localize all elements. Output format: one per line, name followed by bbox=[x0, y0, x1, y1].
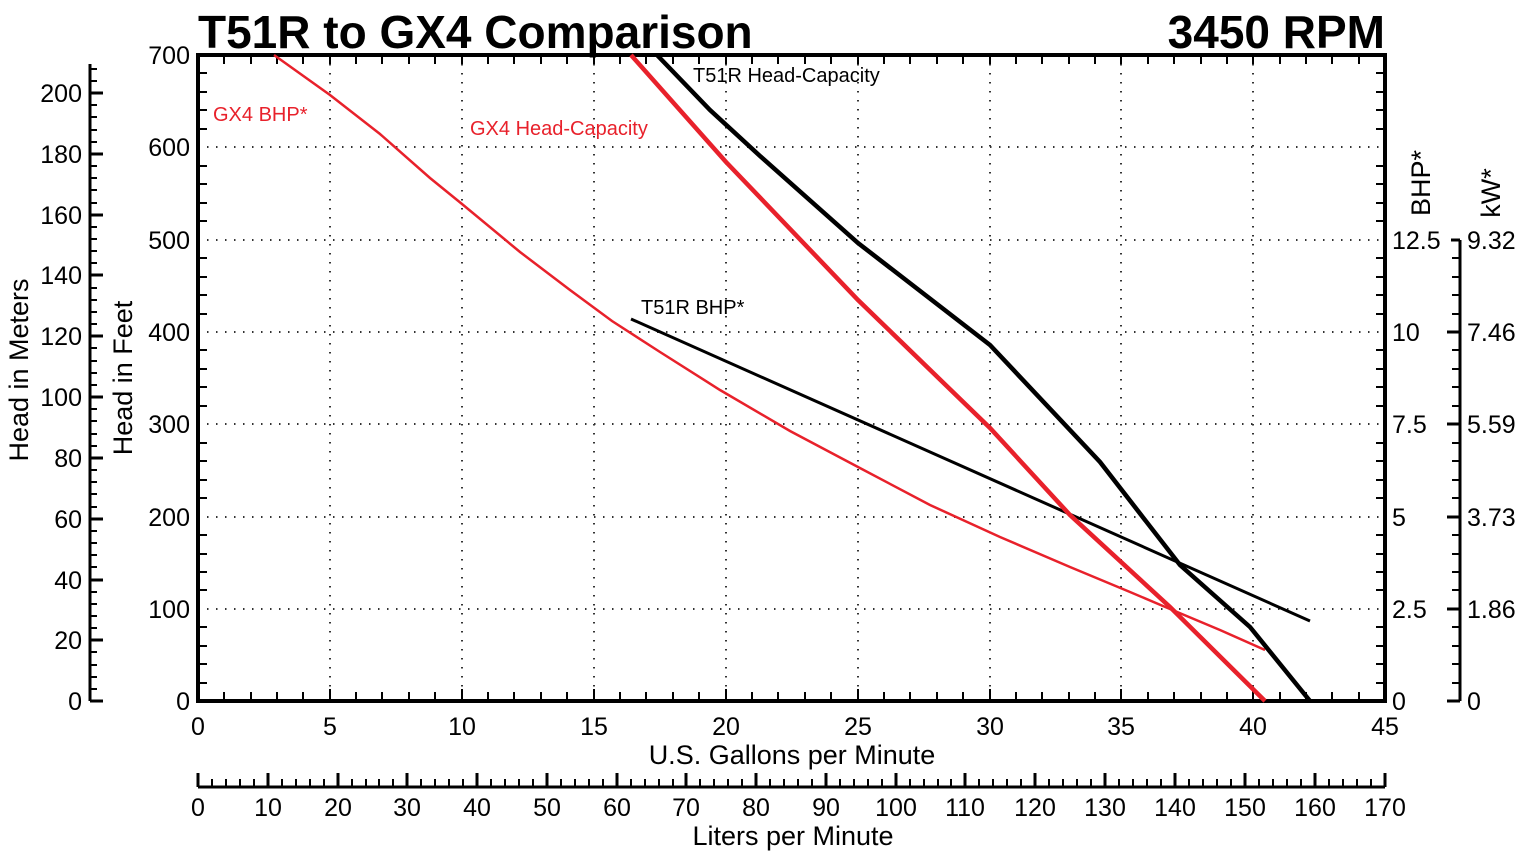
svg-text:80: 80 bbox=[742, 794, 770, 822]
svg-text:9.32: 9.32 bbox=[1467, 227, 1516, 255]
svg-text:5: 5 bbox=[1392, 504, 1406, 532]
svg-text:0: 0 bbox=[176, 688, 190, 716]
svg-text:100: 100 bbox=[148, 596, 190, 624]
svg-text:70: 70 bbox=[672, 794, 700, 822]
svg-text:80: 80 bbox=[54, 445, 82, 473]
svg-text:160: 160 bbox=[40, 202, 82, 230]
lpm-axis bbox=[196, 773, 1387, 789]
svg-text:0: 0 bbox=[191, 713, 205, 741]
gx4-head-label: GX4 Head-Capacity bbox=[470, 118, 648, 140]
svg-text:150: 150 bbox=[1224, 794, 1266, 822]
svg-text:700: 700 bbox=[148, 42, 190, 70]
chart-title: T51R to GX4 Comparison bbox=[198, 6, 753, 58]
frame-ticks bbox=[198, 55, 1385, 701]
svg-text:160: 160 bbox=[1294, 794, 1336, 822]
svg-text:130: 130 bbox=[1084, 794, 1126, 822]
svg-text:60: 60 bbox=[54, 506, 82, 534]
svg-text:0: 0 bbox=[68, 688, 82, 716]
svg-text:30: 30 bbox=[976, 713, 1004, 741]
svg-text:20: 20 bbox=[712, 713, 740, 741]
plot-frame bbox=[196, 53, 1387, 703]
svg-text:1.86: 1.86 bbox=[1467, 596, 1516, 624]
svg-text:100: 100 bbox=[875, 794, 917, 822]
svg-text:200: 200 bbox=[148, 504, 190, 532]
kw-axis bbox=[1447, 238, 1462, 703]
svg-text:600: 600 bbox=[148, 134, 190, 162]
svg-text:45: 45 bbox=[1371, 713, 1399, 741]
gx4-head-capacity-curve bbox=[629, 53, 1267, 703]
svg-text:7.46: 7.46 bbox=[1467, 319, 1516, 347]
meters-axis-ticks: 0 20 40 60 80 100 120 140 160 180 200 bbox=[40, 80, 82, 716]
y-axis-kw-label: kW* bbox=[1476, 168, 1506, 218]
svg-text:25: 25 bbox=[844, 713, 872, 741]
feet-axis-ticks: 0 100 200 300 400 500 600 700 bbox=[148, 42, 190, 716]
svg-text:3.73: 3.73 bbox=[1467, 504, 1516, 532]
svg-text:5.59: 5.59 bbox=[1467, 411, 1516, 439]
y-axis-bhp-label: BHP* bbox=[1406, 149, 1436, 216]
svg-text:40: 40 bbox=[463, 794, 491, 822]
lpm-axis-ticks: 0 10 20 30 40 50 60 70 80 90 100 110 120… bbox=[191, 794, 1406, 822]
svg-text:50: 50 bbox=[533, 794, 561, 822]
svg-text:170: 170 bbox=[1364, 794, 1406, 822]
svg-text:10: 10 bbox=[1392, 319, 1420, 347]
svg-text:100: 100 bbox=[40, 384, 82, 412]
svg-text:12.5: 12.5 bbox=[1392, 227, 1441, 255]
svg-text:0: 0 bbox=[1467, 688, 1481, 716]
svg-text:500: 500 bbox=[148, 227, 190, 255]
meters-axis bbox=[88, 64, 103, 703]
svg-text:15: 15 bbox=[580, 713, 608, 741]
y-axis-feet-label: Head in Feet bbox=[108, 300, 138, 455]
svg-text:110: 110 bbox=[945, 794, 985, 822]
svg-text:2.5: 2.5 bbox=[1392, 596, 1427, 624]
svg-text:35: 35 bbox=[1107, 713, 1135, 741]
svg-text:400: 400 bbox=[148, 319, 190, 347]
svg-text:7.5: 7.5 bbox=[1392, 411, 1427, 439]
gpm-axis-ticks: 0 5 10 15 20 25 30 35 40 45 bbox=[191, 713, 1399, 741]
svg-text:140: 140 bbox=[1154, 794, 1196, 822]
kw-axis-ticks: 0 1.86 3.73 5.59 7.46 9.32 bbox=[1467, 227, 1516, 716]
bhp-axis-ticks: 0 2.5 5 7.5 10 12.5 bbox=[1392, 227, 1441, 716]
t51r-head-label: T51R Head-Capacity bbox=[693, 65, 880, 87]
svg-text:20: 20 bbox=[324, 794, 352, 822]
t51r-head-capacity-curve bbox=[655, 53, 1312, 703]
svg-text:0: 0 bbox=[191, 794, 205, 822]
svg-text:300: 300 bbox=[148, 411, 190, 439]
svg-text:120: 120 bbox=[40, 323, 82, 351]
t51r-bhp-label: T51R BHP* bbox=[641, 297, 745, 319]
svg-text:120: 120 bbox=[1014, 794, 1056, 822]
svg-text:90: 90 bbox=[812, 794, 840, 822]
svg-text:0: 0 bbox=[1392, 688, 1406, 716]
svg-text:200: 200 bbox=[40, 80, 82, 108]
svg-text:40: 40 bbox=[54, 567, 82, 595]
gx4-bhp-curve bbox=[273, 53, 1266, 652]
svg-text:10: 10 bbox=[448, 713, 476, 741]
svg-text:60: 60 bbox=[603, 794, 631, 822]
grid-lines bbox=[198, 55, 1385, 701]
x-axis-lpm-label: Liters per Minute bbox=[692, 821, 893, 851]
svg-text:140: 140 bbox=[40, 262, 82, 290]
svg-text:5: 5 bbox=[323, 713, 337, 741]
svg-text:20: 20 bbox=[54, 627, 82, 655]
y-axis-meters-label: Head in Meters bbox=[4, 278, 34, 461]
svg-text:30: 30 bbox=[393, 794, 421, 822]
svg-text:180: 180 bbox=[40, 141, 82, 169]
x-axis-gpm-label: U.S. Gallons per Minute bbox=[649, 740, 936, 770]
rpm-label: 3450 RPM bbox=[1168, 6, 1385, 58]
gx4-bhp-label: GX4 BHP* bbox=[213, 104, 308, 126]
svg-text:40: 40 bbox=[1239, 713, 1267, 741]
svg-text:10: 10 bbox=[254, 794, 282, 822]
t51r-bhp-curve bbox=[630, 317, 1311, 623]
